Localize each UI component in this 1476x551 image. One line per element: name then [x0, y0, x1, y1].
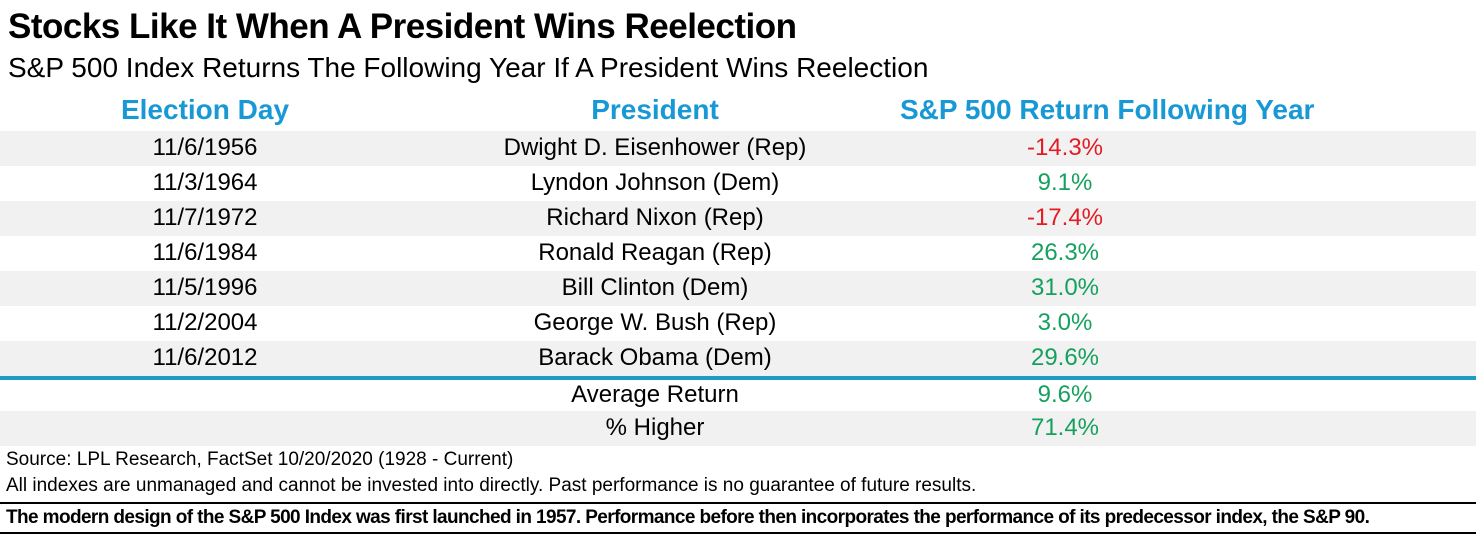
cell-president: George W. Bush (Rep) — [533, 309, 777, 337]
summary-row-average-return: Average Return 9.6% — [0, 375, 1476, 411]
cell-election-day: 11/7/1972 — [152, 204, 258, 232]
cell-election-day: 11/6/1956 — [152, 134, 258, 162]
column-header-president: President — [591, 93, 719, 125]
cell-president: Richard Nixon (Rep) — [546, 204, 764, 232]
cell-election-day: 11/5/1996 — [152, 274, 258, 302]
cell-return: 3.0% — [1037, 309, 1093, 337]
table-row: 11/5/1996 Bill Clinton (Dem) 31.0% — [0, 270, 1476, 306]
cell-election-day: 11/3/1964 — [152, 169, 258, 197]
disclaimer-line: All indexes are unmanaged and cannot be … — [6, 474, 977, 496]
table-header-row: Election Day President S&P 500 Return Fo… — [0, 89, 1476, 131]
cell-president: Dwight D. Eisenhower (Rep) — [503, 134, 807, 162]
cell-election-day: 11/6/2012 — [152, 344, 258, 372]
table-row: 11/6/2012 Barack Obama (Dem) 29.6% — [0, 340, 1476, 376]
cell-return: 9.1% — [1037, 169, 1093, 197]
cell-return: -14.3% — [1026, 134, 1104, 162]
column-header-return: S&P 500 Return Following Year — [900, 93, 1315, 125]
summary-value: 9.6% — [1037, 381, 1093, 409]
cell-return: 29.6% — [1030, 344, 1100, 372]
index-history-note: The modern design of the S&P 500 Index w… — [0, 501, 1476, 534]
column-header-election-day: Election Day — [120, 93, 290, 125]
cell-return: 31.0% — [1030, 274, 1100, 302]
table-row: 11/6/1956 Dwight D. Eisenhower (Rep) -14… — [0, 130, 1476, 166]
source-line: Source: LPL Research, FactSet 10/20/2020… — [6, 448, 514, 470]
table-row: 11/2/2004 George W. Bush (Rep) 3.0% — [0, 306, 1476, 341]
cell-president: Ronald Reagan (Rep) — [538, 239, 772, 267]
table-row: 11/7/1972 Richard Nixon (Rep) -17.4% — [0, 200, 1476, 236]
returns-table: Election Day President S&P 500 Return Fo… — [0, 89, 1476, 446]
page-title: Stocks Like It When A President Wins Ree… — [8, 7, 797, 46]
cell-return: -17.4% — [1026, 204, 1104, 232]
summary-label: % Higher — [605, 414, 705, 442]
summary-value: 71.4% — [1030, 414, 1100, 442]
summary-label: Average Return — [571, 381, 739, 409]
table-row: 11/6/1984 Ronald Reagan (Rep) 26.3% — [0, 236, 1476, 271]
cell-president: Lyndon Johnson (Dem) — [530, 169, 780, 197]
cell-president: Bill Clinton (Dem) — [561, 274, 749, 302]
summary-row-percent-higher: % Higher 71.4% — [0, 410, 1476, 446]
table-row: 11/3/1964 Lyndon Johnson (Dem) 9.1% — [0, 166, 1476, 201]
cell-president: Barack Obama (Dem) — [538, 344, 772, 372]
cell-election-day: 11/2/2004 — [152, 309, 258, 337]
cell-election-day: 11/6/1984 — [152, 239, 258, 267]
cell-return: 26.3% — [1030, 239, 1100, 267]
page-subtitle: S&P 500 Index Returns The Following Year… — [8, 52, 929, 84]
